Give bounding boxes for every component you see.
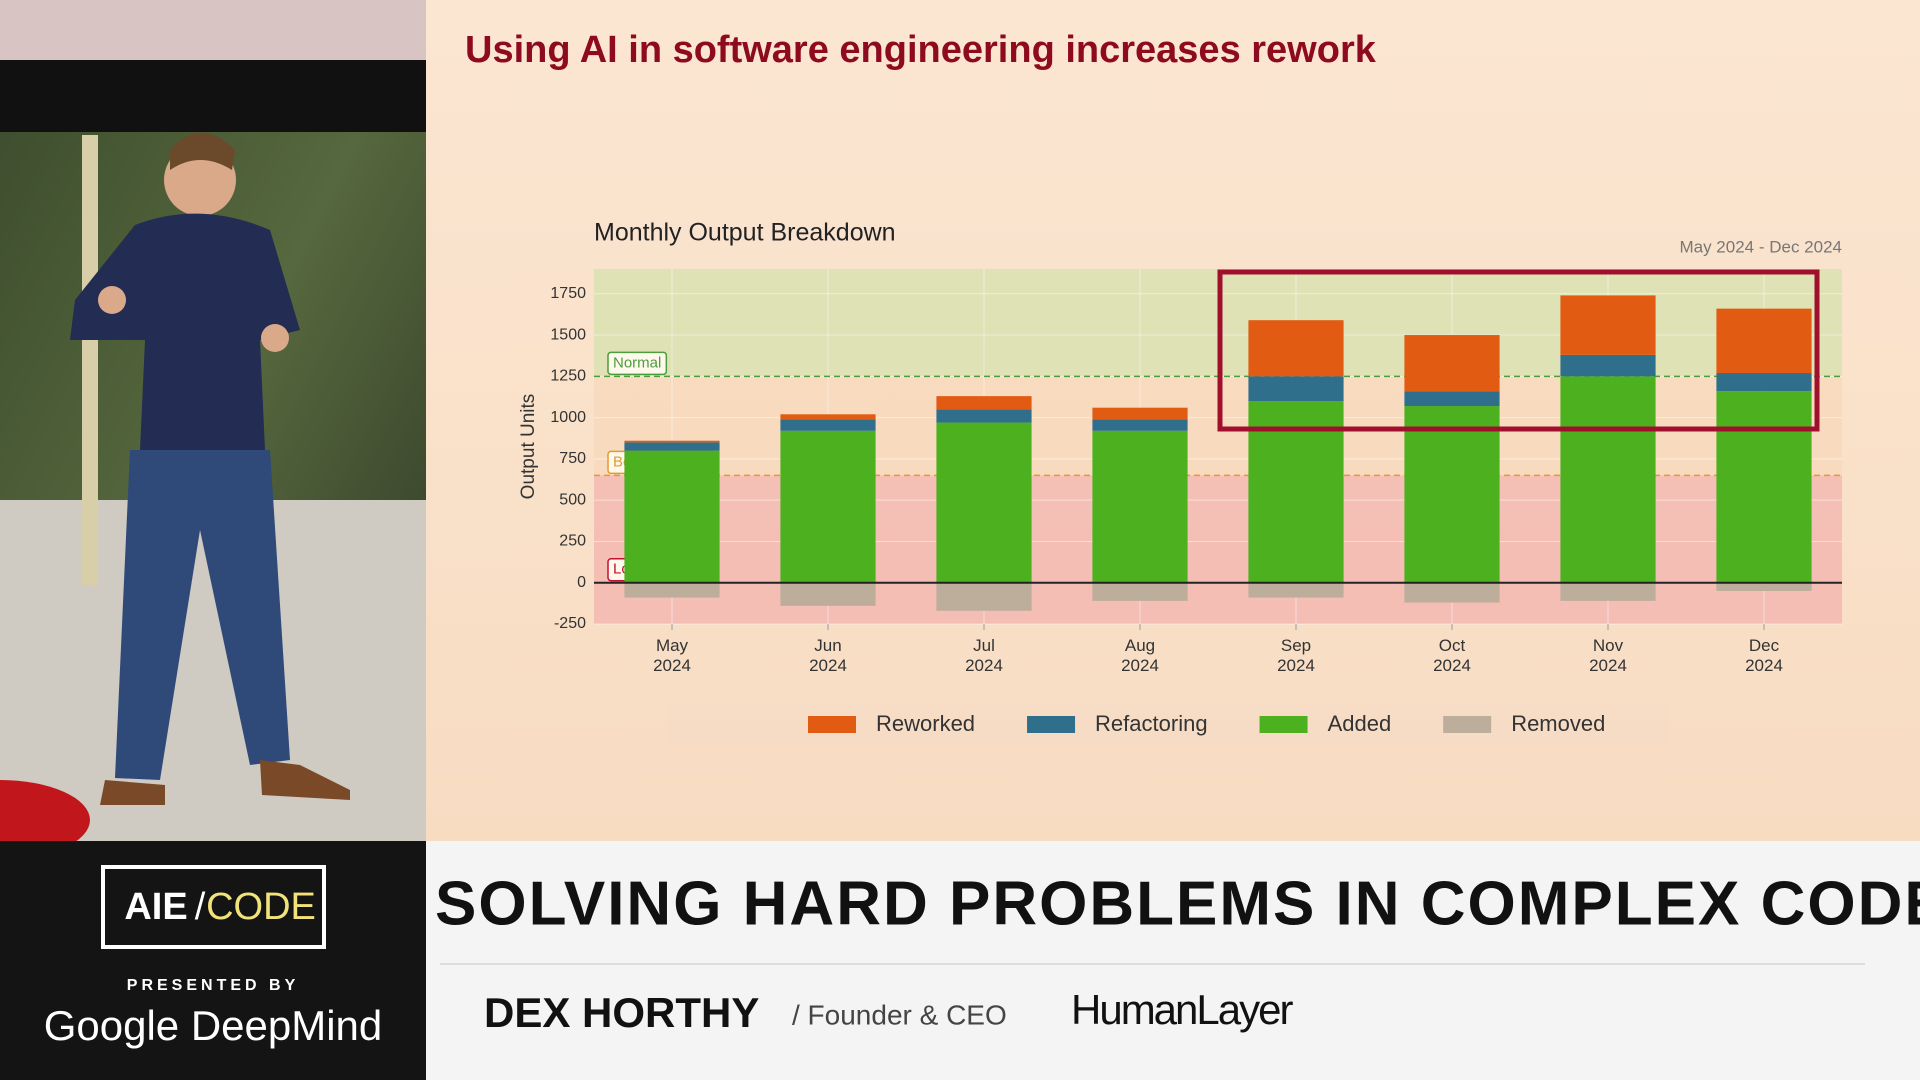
bar [1248,376,1344,402]
bar [1404,335,1500,392]
bar [936,409,1032,423]
talk-title: SOLVING HARD PROBLEMS IN COMPLEX CODE [435,869,1920,938]
x-tick-label: Jun 2024 [809,636,847,675]
bar [1716,373,1812,392]
x-tick-label: Oct 2024 [1433,636,1471,675]
slide-title: Using AI in software engineering increas… [465,29,1377,71]
chart-title: Monthly Output Breakdown [594,219,896,247]
x-tick-label: Sep 2024 [1277,636,1315,675]
bar [1248,320,1344,377]
bar [936,396,1032,410]
legend-swatch [1259,716,1308,733]
legend-label: Added [1328,711,1392,736]
logo-right: CODE [206,886,316,928]
y-tick-label: 1250 [550,368,586,385]
logo-left: AIE [124,886,187,928]
x-tick-label: May 2024 [653,636,691,675]
bar [624,442,720,451]
bar [936,582,1032,611]
presenter [70,132,350,805]
threshold-label: Normal [613,354,661,371]
threshold-label-box [607,351,668,376]
bar [1560,376,1656,583]
video-beam [0,60,426,132]
legend-label: Refactoring [1095,711,1208,736]
bar [1404,406,1500,583]
legend-swatch [1027,716,1076,733]
legend-label: Removed [1511,711,1605,736]
y-tick-label: 500 [559,491,586,508]
bar [1560,295,1656,355]
y-tick-label: 250 [559,533,586,550]
event-logo-box [101,865,326,949]
y-axis-label: Output Units [518,394,539,500]
speaker-role: / Founder & CEO [792,999,1007,1030]
legend-swatch [1443,716,1492,733]
bar [936,422,1032,583]
legend-label: Reworked [876,711,975,736]
y-tick-label: 750 [559,450,586,467]
bar [1248,582,1344,598]
bar [624,582,720,598]
y-tick-label: -250 [554,615,586,632]
bar [1716,391,1812,583]
bar [1560,582,1656,601]
bar [780,414,876,420]
legend-swatch [808,716,856,733]
chart-subtitle: May 2024 - Dec 2024 [1679,237,1842,256]
bar [780,582,876,606]
logo-panel [0,841,426,1080]
bar [1092,430,1188,583]
x-tick-label: Aug 2024 [1121,636,1159,675]
y-tick-label: 1750 [550,285,586,302]
bar [780,430,876,583]
bar [1560,354,1656,377]
x-tick-label: Dec 2024 [1745,636,1783,675]
y-tick-label: 1500 [550,326,586,343]
bar [624,440,720,443]
y-tick-label: 1000 [550,409,586,426]
logo-sep: / [195,886,206,928]
video-carpet [0,780,90,860]
bar [1404,391,1500,407]
x-tick-label: Nov 2024 [1589,636,1627,675]
bar [624,450,720,583]
highlight-box [1217,269,1820,432]
video-ceiling [0,0,426,60]
bar [1092,582,1188,601]
bar [1716,308,1812,374]
title-panel [426,841,1920,1080]
speaker: DEX HORTHY [484,989,759,1036]
sponsor: Google DeepMind [44,1002,383,1049]
bar [1716,582,1812,591]
y-tick-label: 0 [577,574,586,591]
x-tick-label: Jul 2024 [965,636,1003,675]
bar [780,419,876,431]
bar [1404,582,1500,603]
bar [1092,419,1188,431]
bar [1092,407,1188,420]
video-pillar [82,135,98,585]
presented-by: PRESENTED BY [127,977,299,994]
company: HumanLayer [1071,986,1293,1033]
